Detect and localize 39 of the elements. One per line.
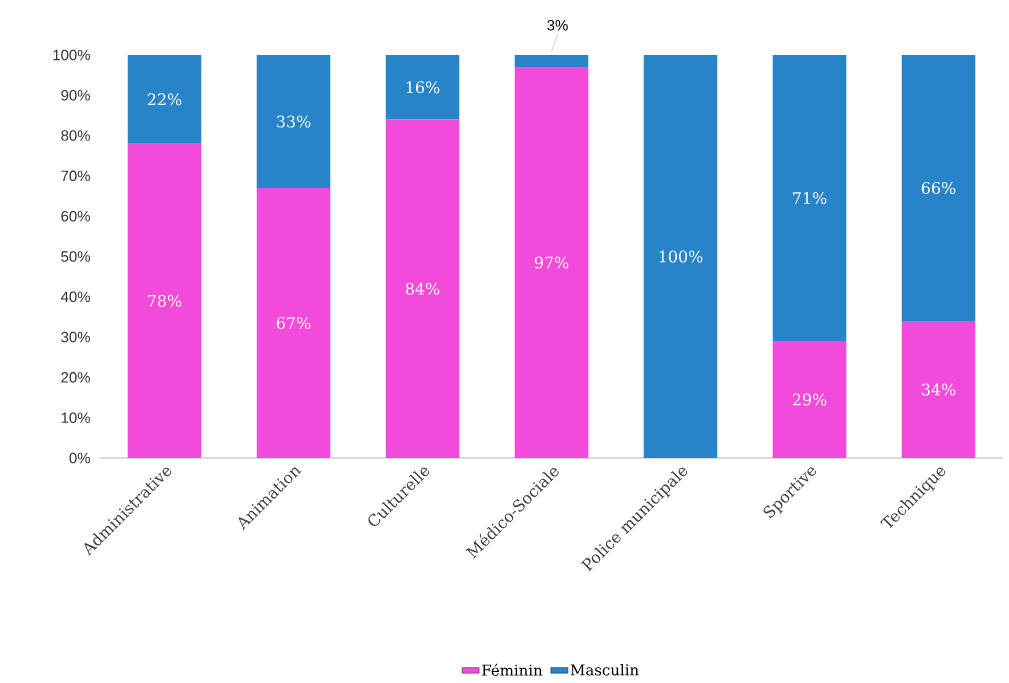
bar [256,54,331,188]
y-tick-label: 50% [61,251,90,262]
data-label: 34% [922,383,956,396]
legend-label: Masculin [570,663,639,676]
bar [514,67,589,458]
data-label: 3% [547,19,568,31]
bar [901,320,976,458]
data-label: 16% [406,81,440,94]
y-tick-label: 60% [61,210,90,222]
data-label: 66% [921,181,956,194]
data-label: 100% [659,250,703,263]
data-label: 84% [405,282,440,295]
data-label: 33% [277,115,311,128]
bar [901,54,976,321]
data-label: 97% [534,256,569,269]
bar [127,143,202,458]
y-tick-label: 10% [61,412,90,423]
data-label: 67% [276,316,311,329]
bar [514,54,589,68]
bar [772,54,847,342]
y-tick-label: 80% [61,130,90,141]
bar [127,54,202,144]
bar [772,341,847,458]
data-label: 22% [147,93,182,106]
data-label: 71% [793,192,827,205]
y-tick-label: 0% [69,452,90,464]
y-tick-label: 90% [61,89,90,101]
bar [643,54,718,458]
y-tick-label: 30% [61,331,90,343]
y-tick-label: 40% [60,291,90,303]
y-tick-label: 20% [61,372,90,383]
data-label: 29% [792,393,827,406]
bar [385,54,460,120]
y-tick-label: 70% [61,170,90,182]
y-tick-label: 100% [53,49,90,61]
bar [385,119,460,458]
legend-label: Féminin [482,663,543,676]
bar [256,187,331,458]
data-label: 78% [148,294,182,307]
